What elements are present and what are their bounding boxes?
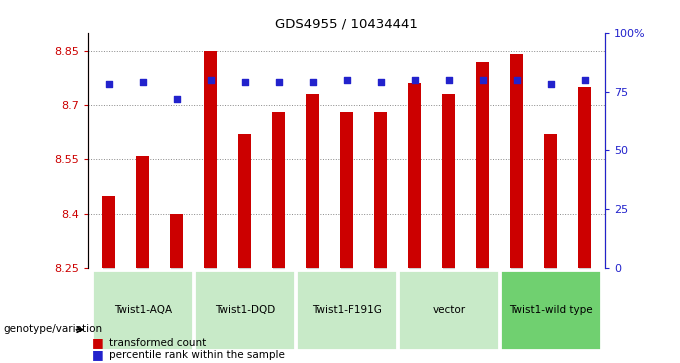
Bar — [272, 112, 286, 268]
Point — [171, 96, 182, 102]
Bar — [341, 112, 354, 268]
Bar — [442, 94, 456, 268]
Bar — [205, 51, 218, 268]
Point — [443, 77, 454, 83]
Bar — [92, 270, 193, 350]
Bar — [194, 270, 295, 350]
Text: ■: ■ — [92, 337, 103, 350]
Point — [137, 79, 148, 85]
Bar — [510, 54, 524, 268]
Point — [579, 77, 590, 83]
Bar — [578, 87, 591, 268]
Text: Twist1-F191G: Twist1-F191G — [312, 305, 381, 315]
Point — [375, 79, 386, 85]
Text: Twist1-AQA: Twist1-AQA — [114, 305, 172, 315]
Point — [545, 82, 556, 87]
Text: genotype/variation: genotype/variation — [3, 323, 103, 334]
Point — [477, 77, 488, 83]
Bar — [374, 112, 388, 268]
Bar — [238, 134, 252, 268]
Point — [341, 77, 352, 83]
Text: Twist1-DQD: Twist1-DQD — [215, 305, 275, 315]
Bar — [408, 83, 421, 268]
Bar — [307, 94, 320, 268]
Bar — [170, 214, 183, 268]
Text: ■: ■ — [92, 348, 103, 362]
Text: Twist1-wild type: Twist1-wild type — [509, 305, 592, 315]
Point — [239, 79, 250, 85]
Bar — [136, 156, 149, 268]
Bar — [544, 134, 558, 268]
Bar — [398, 270, 499, 350]
Point — [409, 77, 420, 83]
Point — [307, 79, 318, 85]
Title: GDS4955 / 10434441: GDS4955 / 10434441 — [275, 17, 418, 30]
Point — [511, 77, 522, 83]
Text: transformed count: transformed count — [109, 338, 206, 348]
Text: percentile rank within the sample: percentile rank within the sample — [109, 350, 285, 360]
Point — [205, 77, 216, 83]
Point — [273, 79, 284, 85]
Bar — [103, 196, 116, 268]
Bar — [500, 270, 601, 350]
Text: vector: vector — [432, 305, 465, 315]
Point — [103, 82, 114, 87]
Bar — [296, 270, 397, 350]
Bar — [476, 62, 490, 268]
